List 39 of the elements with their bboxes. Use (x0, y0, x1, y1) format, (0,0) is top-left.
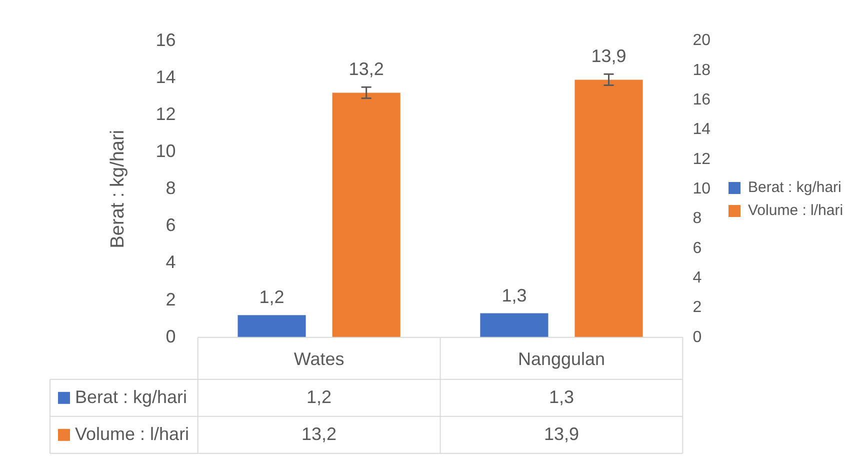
x-tick-label: Wates (294, 349, 344, 370)
bar (238, 315, 306, 338)
bar (574, 80, 643, 338)
data-label: 13,2 (302, 424, 337, 444)
y2-tick-label: 12 (692, 150, 711, 168)
text: 13,9 (591, 46, 626, 66)
y2-tick-label: 8 (692, 210, 702, 228)
bar (480, 313, 548, 338)
y2-tick-label: 10 (692, 180, 711, 198)
legend-label: Volume : l/hari (748, 202, 844, 220)
y-tick-label: 0 (166, 326, 176, 346)
text: 1,2 (259, 287, 284, 308)
y2-tick-label: 4 (692, 269, 702, 286)
y-tick-label: 6 (166, 215, 176, 236)
bar (332, 92, 400, 338)
text: 1,3 (502, 285, 527, 306)
y2-tick-label: 0 (692, 328, 702, 346)
text: Volume : l/hari (75, 424, 190, 444)
y-tick-label: 8 (166, 178, 176, 198)
y2-tick-label: 16 (692, 92, 711, 109)
y-tick-label: 12 (156, 104, 176, 124)
y-tick-label: 14 (156, 66, 176, 87)
y2-tick-label: 14 (692, 121, 711, 138)
y-axis-title: Berat : kg/hari (108, 130, 129, 248)
data-label: 1,2 (306, 386, 332, 407)
y2-tick-label: 2 (692, 299, 702, 316)
y2-tick-label: 20 (692, 32, 711, 50)
data-label: 1,3 (548, 386, 574, 407)
x-tick-label: Nanggulan (518, 349, 606, 370)
data-label: 13,9 (544, 424, 580, 444)
y-tick-label: 4 (166, 252, 176, 272)
legend-label: Berat : kg/hari (75, 386, 188, 407)
y-tick-label: 16 (156, 30, 176, 50)
y-tick-label: 2 (166, 289, 176, 310)
text: Berat : kg/hari (748, 179, 842, 196)
y-tick-label: 10 (156, 140, 176, 161)
y2-tick-label: 6 (692, 240, 702, 257)
y2-tick-label: 18 (692, 62, 711, 79)
text: 13,2 (348, 59, 384, 80)
